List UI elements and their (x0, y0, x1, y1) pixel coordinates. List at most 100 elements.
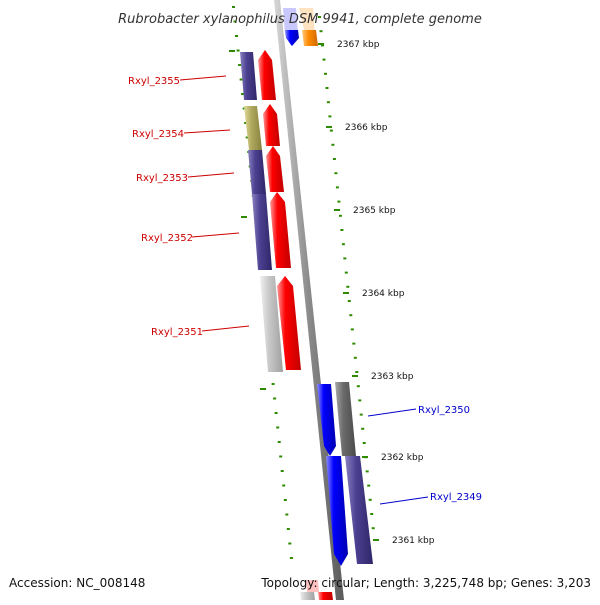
gene-rxyl-2354[interactable] (263, 104, 280, 146)
right-tick (343, 257, 347, 260)
scale-tick (326, 126, 332, 128)
left-tick (282, 484, 286, 487)
left-tick-major (241, 216, 247, 218)
gene-rxyl-2355-cog[interactable] (240, 52, 257, 100)
scale-label: 2361 kbp (392, 536, 435, 546)
right-tick (344, 271, 348, 274)
scale-tick (318, 43, 324, 45)
scale-label: 2362 kbp (381, 453, 424, 463)
left-tick (245, 136, 249, 139)
gene-rxyl-2353[interactable] (266, 146, 284, 192)
right-tick (347, 300, 351, 302)
topology-label: Topology: circular; Length: 3,225,748 bp… (260, 576, 591, 590)
gene-label[interactable]: Rxyl_2354 (132, 129, 184, 140)
left-tick (273, 397, 277, 400)
right-tick (324, 72, 327, 75)
gene-bottom-red (318, 592, 333, 600)
right-tick (365, 470, 369, 473)
scale-tick (373, 539, 379, 541)
right-tick (329, 129, 333, 132)
left-tick (276, 426, 280, 429)
left-tick-major (260, 388, 266, 390)
gene-rxyl-2351[interactable] (277, 276, 301, 370)
left-tick (280, 470, 284, 472)
gene-rxyl-2352[interactable] (270, 192, 291, 268)
gene-rxyl-2351-cog[interactable] (260, 276, 283, 372)
gene-rxyl-2355[interactable] (258, 50, 276, 100)
gene-leader-line (367, 408, 417, 417)
gene-bottom-pink (306, 580, 319, 592)
gene-bottom-gray (300, 592, 315, 600)
right-tick (335, 186, 339, 189)
gene-rxyl-2353-cog[interactable] (248, 150, 266, 194)
gene-label[interactable]: Rxyl_2355 (128, 76, 180, 87)
gene-label[interactable]: Rxyl_2351 (151, 327, 203, 338)
right-tick (331, 143, 335, 146)
right-tick (353, 356, 357, 359)
gene-rxyl-2349-cog[interactable] (345, 456, 373, 564)
gene-leader-line (187, 172, 235, 178)
scale-tick (343, 292, 349, 294)
right-tick (325, 87, 329, 89)
gene-label[interactable]: Rxyl_2352 (141, 233, 193, 244)
right-tick (337, 200, 341, 203)
scale-tick (352, 375, 358, 377)
scale-label: 2363 kbp (371, 372, 414, 382)
right-tick (362, 442, 366, 444)
gene-rxyl-2354-cog[interactable] (244, 106, 262, 150)
right-tick (326, 101, 330, 104)
scale-label: 2365 kbp (353, 206, 396, 216)
left-tick-major (229, 50, 235, 52)
right-tick (332, 158, 336, 160)
right-tick (340, 229, 344, 231)
scale-label: 2364 kbp (362, 289, 405, 299)
left-tick (289, 557, 293, 559)
right-tick (359, 413, 363, 416)
map-title: Rubrobacter xylanophilus DSM 9941, compl… (118, 12, 482, 27)
gene-rxyl-2352-cog[interactable] (252, 194, 272, 270)
gene-rxyl-2350[interactable] (317, 384, 336, 456)
right-tick (367, 484, 371, 487)
right-tick (355, 371, 359, 373)
right-tick (371, 527, 375, 530)
right-tick (356, 385, 360, 388)
left-tick (233, 20, 237, 23)
left-tick (239, 78, 243, 81)
left-tick (235, 35, 238, 37)
right-tick (361, 427, 365, 430)
gene-labels: Rxyl_2355 Rxyl_2354 Rxyl_2353 Rxyl_2352 Rxyl… (128, 75, 482, 505)
scale-label: 2367 kbp (337, 40, 380, 50)
gene-rxyl-2349[interactable] (326, 456, 348, 566)
scale-labels: 2367 kbp 2366 kbp 2365 kbp 2364 kbp 2363 kbp… (318, 40, 435, 546)
right-tick (321, 44, 324, 47)
left-tick (279, 455, 283, 458)
gene-leader-line (379, 496, 429, 505)
left-tick (285, 513, 289, 516)
accession-label: Accession: NC_008148 (9, 576, 145, 590)
gene-label[interactable]: Rxyl_2349 (430, 492, 482, 503)
left-tick (241, 93, 245, 95)
right-tick (341, 243, 345, 246)
gene-rxyl-2350-cog[interactable] (335, 382, 356, 456)
scale-label: 2366 kbp (345, 123, 388, 133)
right-tick (350, 328, 354, 331)
left-tick (232, 6, 235, 8)
scale-tick (362, 456, 368, 458)
right-tick (328, 115, 332, 118)
gene-label[interactable]: Rxyl_2353 (136, 173, 188, 184)
right-tick (318, 16, 321, 18)
gene-leader-line (183, 129, 231, 134)
right-tick (334, 172, 338, 175)
left-tick (286, 528, 290, 530)
left-tick (242, 107, 246, 110)
right-tick (338, 214, 342, 217)
gene-label[interactable]: Rxyl_2350 (418, 405, 470, 416)
left-tick (238, 64, 242, 66)
right-tick (370, 513, 374, 515)
left-tick (277, 441, 281, 443)
gene-top-orange (299, 8, 318, 46)
left-tick (236, 49, 240, 52)
gene-leader-line (201, 325, 250, 332)
right-tick (368, 498, 372, 501)
